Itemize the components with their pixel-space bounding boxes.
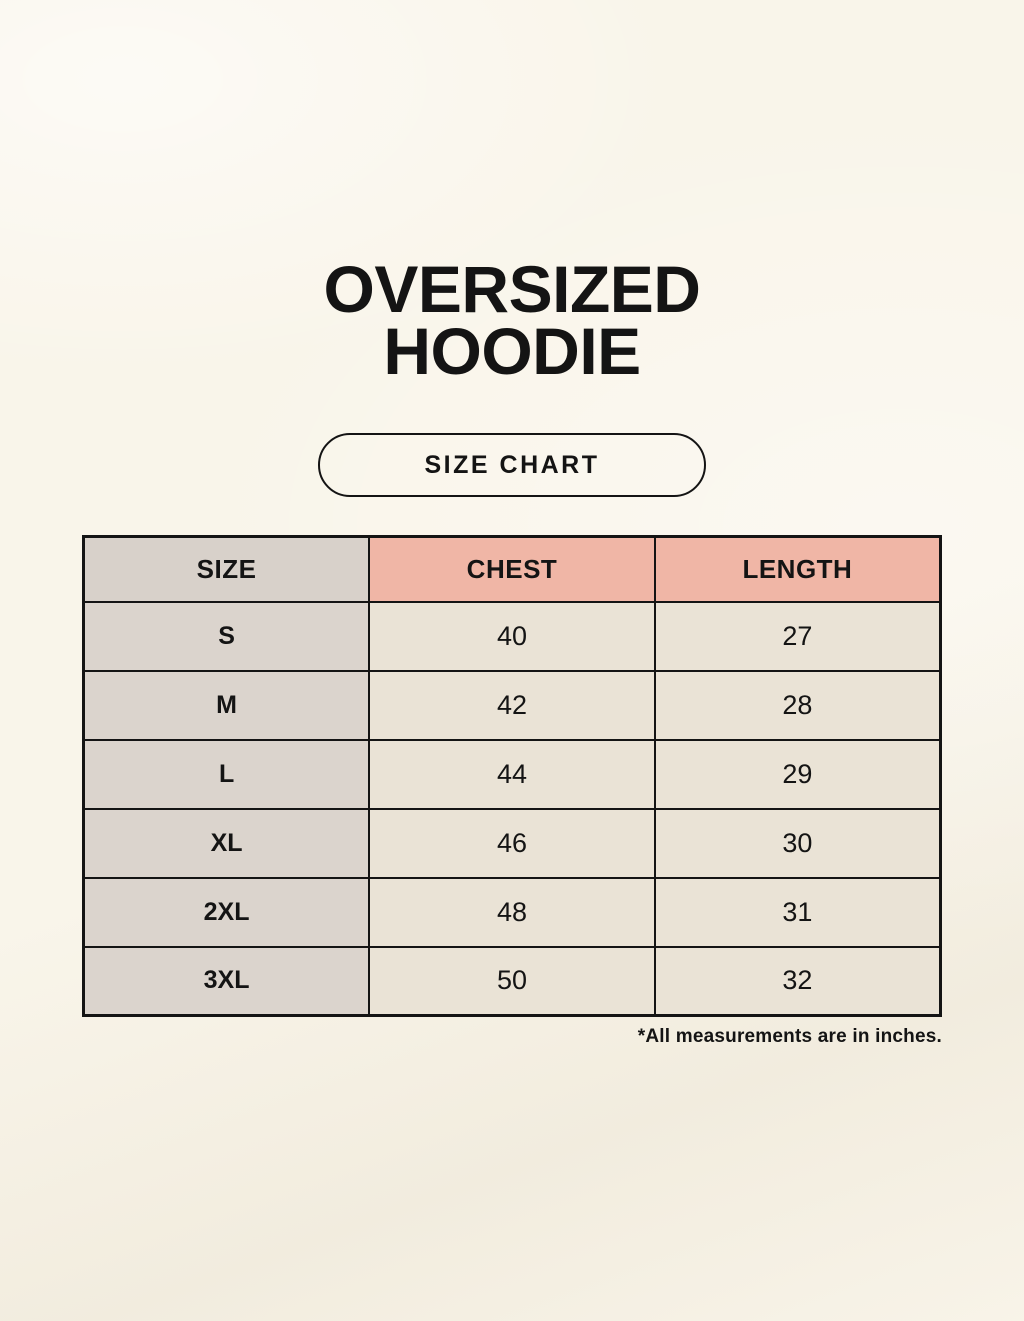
- size-cell: 2XL: [82, 876, 371, 948]
- chest-cell: 46: [368, 807, 656, 879]
- chest-cell: 48: [368, 876, 656, 948]
- table-row: 3XL 50 32: [82, 945, 942, 1017]
- column-header-chest: CHEST: [368, 535, 656, 603]
- table-row: XL 46 30: [82, 807, 942, 879]
- table-row: M 42 28: [82, 669, 942, 741]
- chest-cell: 42: [368, 669, 656, 741]
- length-cell: 32: [653, 945, 942, 1017]
- chest-cell: 40: [368, 600, 656, 672]
- length-cell: 29: [653, 738, 942, 810]
- product-title-line1: OVERSIZED: [323, 252, 701, 326]
- table-row: L 44 29: [82, 738, 942, 810]
- length-cell: 31: [653, 876, 942, 948]
- column-header-size: SIZE: [82, 535, 371, 603]
- length-cell: 28: [653, 669, 942, 741]
- size-chart-badge[interactable]: SIZE CHART: [318, 433, 706, 497]
- table-body: S 40 27 M 42 28 L 44 29 XL 46 30 2XL 48 31 3XL 50 32: [82, 600, 942, 1017]
- chest-cell: 44: [368, 738, 656, 810]
- length-cell: 30: [653, 807, 942, 879]
- size-cell: S: [82, 600, 371, 672]
- size-cell: XL: [82, 807, 371, 879]
- table-row: 2XL 48 31: [82, 876, 942, 948]
- product-title-line2: HOODIE: [383, 314, 641, 389]
- product-title: OVERSIZED HOODIE: [0, 252, 1024, 389]
- column-header-length: LENGTH: [653, 535, 942, 603]
- measurements-footnote: *All measurements are in inches.: [637, 1026, 942, 1047]
- header-row: SIZE CHEST LENGTH: [82, 535, 942, 603]
- size-chart-table: SIZE CHEST LENGTH S 40 27 M 42 28 L 44 29 XL 46 30 2XL…: [82, 535, 942, 1017]
- size-cell: M: [82, 669, 371, 741]
- table-row: S 40 27: [82, 600, 942, 672]
- length-cell: 27: [653, 600, 942, 672]
- size-cell: 3XL: [82, 945, 371, 1017]
- size-cell: L: [82, 738, 371, 810]
- size-chart-section: SIZE CHEST LENGTH S 40 27 M 42 28 L 44 29 XL 46 30 2XL…: [82, 535, 942, 1048]
- chest-cell: 50: [368, 945, 656, 1017]
